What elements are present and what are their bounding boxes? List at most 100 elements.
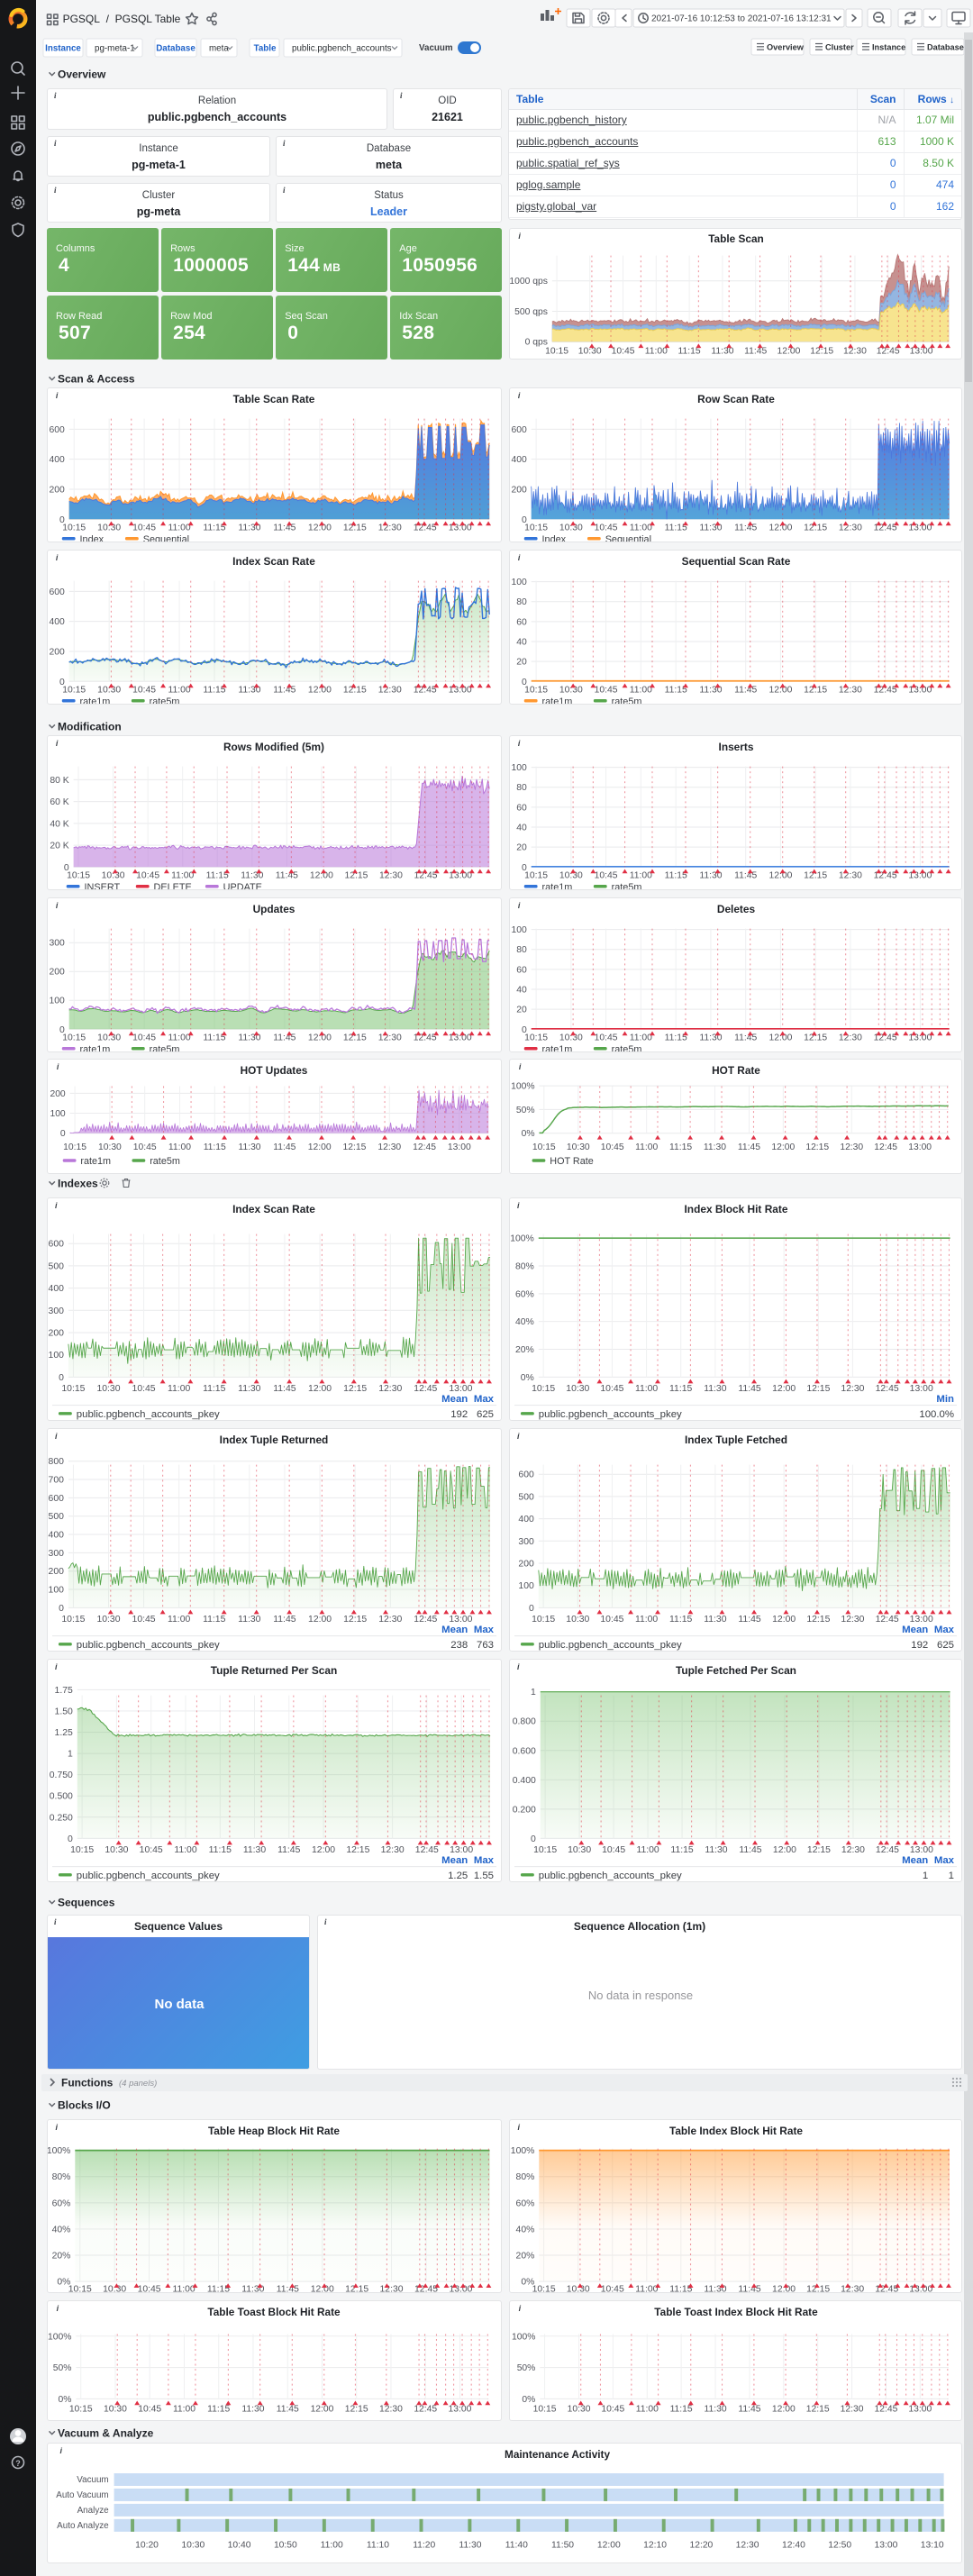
svg-text:11:00: 11:00 [630, 686, 652, 696]
svg-text:i: i [56, 739, 59, 748]
svg-text:12:00: 12:00 [308, 686, 332, 696]
svg-text:0%: 0% [521, 1373, 534, 1383]
svg-text:12:30: 12:30 [839, 871, 862, 881]
svg-text:12:30: 12:30 [379, 2405, 403, 2415]
svg-text:Index Scan Rate: Index Scan Rate [232, 555, 315, 568]
svg-text:13:00: 13:00 [449, 1033, 472, 1043]
svg-text:DELETE: DELETE [154, 882, 192, 890]
svg-text:Max: Max [474, 1394, 495, 1405]
svg-text:12:15: 12:15 [804, 1033, 827, 1043]
svg-text:12:45: 12:45 [874, 871, 897, 881]
svg-text:0: 0 [60, 1129, 66, 1139]
svg-text:400: 400 [49, 1531, 65, 1541]
svg-text:13:00: 13:00 [449, 686, 472, 696]
svg-text:Mean: Mean [902, 1625, 928, 1635]
svg-text:10:30: 10:30 [181, 2540, 205, 2550]
svg-text:0%: 0% [57, 2278, 70, 2288]
svg-text:0: 0 [59, 1604, 64, 1614]
svg-text:200: 200 [511, 485, 527, 495]
svg-text:10:15: 10:15 [532, 1615, 555, 1625]
svg-text:2021-07-16 10:12:53 to 2021-07: 2021-07-16 10:12:53 to 2021-07-16 13:12:… [651, 14, 832, 24]
svg-text:public.pgbench_accounts_pkey: public.pgbench_accounts_pkey [539, 1871, 682, 1881]
svg-text:80: 80 [516, 945, 527, 955]
svg-text:12:30: 12:30 [839, 1033, 862, 1043]
svg-text:10:30: 10:30 [103, 2285, 126, 2293]
svg-text:0 qps: 0 qps [525, 338, 548, 348]
svg-text:10:30: 10:30 [578, 347, 602, 357]
svg-text:12:00: 12:00 [772, 2285, 796, 2293]
svg-text:HOT Rate: HOT Rate [550, 1156, 593, 1167]
svg-text:1.25: 1.25 [448, 1871, 468, 1881]
svg-text:1.50: 1.50 [55, 1707, 73, 1716]
svg-text:Analyze: Analyze [77, 2506, 110, 2516]
svg-text:100: 100 [518, 1581, 534, 1591]
svg-text:12:45: 12:45 [876, 1845, 899, 1855]
svg-text:12:30: 12:30 [839, 523, 862, 533]
svg-text:11:30: 11:30 [704, 2285, 726, 2293]
svg-text:0: 0 [59, 1373, 64, 1383]
svg-text:0%: 0% [522, 1129, 535, 1139]
svg-text:12:45: 12:45 [414, 2405, 437, 2415]
svg-text:13:00: 13:00 [448, 1142, 471, 1152]
svg-text:Index: Index [80, 534, 105, 542]
svg-text:11:15: 11:15 [669, 1615, 692, 1625]
svg-text:600: 600 [49, 1494, 65, 1504]
svg-text:60: 60 [516, 617, 527, 627]
svg-text:Table Scan Rate: Table Scan Rate [233, 393, 315, 405]
svg-text:12:45: 12:45 [876, 1384, 899, 1394]
svg-text:Index Tuple Returned: Index Tuple Returned [220, 1434, 329, 1446]
svg-text:80%: 80% [52, 2172, 71, 2182]
svg-text:12:15: 12:15 [346, 1845, 369, 1855]
svg-text:1.55: 1.55 [474, 1871, 494, 1881]
svg-text:13:00: 13:00 [910, 1615, 933, 1625]
svg-text:Modification: Modification [58, 721, 122, 733]
svg-text:10:15: 10:15 [69, 2405, 93, 2415]
svg-text:11:45: 11:45 [739, 1845, 761, 1855]
svg-text:12:45: 12:45 [876, 1615, 899, 1625]
svg-text:238: 238 [450, 1640, 468, 1651]
svg-text:10:15: 10:15 [524, 686, 548, 696]
svg-text:rate1m: rate1m [80, 1156, 111, 1167]
svg-text:13:00: 13:00 [450, 1845, 473, 1855]
svg-text:11:15: 11:15 [678, 347, 701, 357]
svg-text:11:15: 11:15 [207, 2405, 230, 2415]
svg-text:11:45: 11:45 [738, 1384, 760, 1394]
svg-text:12:15: 12:15 [807, 1845, 831, 1855]
svg-text:11:40: 11:40 [505, 2540, 528, 2550]
svg-text:11:00: 11:00 [173, 2405, 196, 2415]
svg-text:600: 600 [49, 1240, 65, 1250]
svg-text:Vacuum: Vacuum [419, 43, 453, 53]
svg-text:Mean: Mean [902, 1855, 928, 1866]
svg-text:300: 300 [49, 1306, 65, 1316]
svg-text:10:45: 10:45 [601, 2405, 624, 2415]
svg-text:500: 500 [49, 1512, 65, 1522]
svg-text:0.500: 0.500 [50, 1792, 73, 1802]
svg-text:11:15: 11:15 [665, 871, 687, 881]
svg-text:11:00: 11:00 [636, 1845, 659, 1855]
svg-text:i: i [518, 901, 521, 910]
svg-text:12:30: 12:30 [841, 2405, 864, 2415]
svg-text:public.pgbench_accounts_pkey: public.pgbench_accounts_pkey [77, 1640, 220, 1651]
svg-text:11:30: 11:30 [243, 1845, 266, 1855]
svg-text:10:45: 10:45 [132, 1615, 156, 1625]
svg-text:1.75: 1.75 [55, 1686, 73, 1696]
svg-text:12:45: 12:45 [874, 686, 897, 696]
svg-text:20%: 20% [516, 2251, 535, 2261]
svg-text:11:45: 11:45 [273, 1033, 296, 1043]
svg-text:12:45: 12:45 [415, 1845, 439, 1855]
svg-text:200: 200 [49, 485, 65, 495]
svg-text:11:45: 11:45 [734, 686, 757, 696]
svg-text:12:30: 12:30 [378, 686, 402, 696]
svg-text:12:30: 12:30 [839, 686, 862, 696]
svg-text:Table Scan: Table Scan [708, 232, 764, 245]
svg-text:12:00: 12:00 [310, 871, 333, 881]
svg-text:10:15: 10:15 [532, 2285, 556, 2293]
svg-text:0: 0 [522, 678, 527, 687]
svg-text:10:40: 10:40 [228, 2540, 251, 2550]
svg-text:10:15: 10:15 [533, 1845, 557, 1855]
svg-text:13:00: 13:00 [908, 2405, 932, 2415]
svg-text:10:30: 10:30 [104, 2405, 127, 2415]
svg-text:12:00: 12:00 [308, 1615, 332, 1625]
svg-text:12:30: 12:30 [841, 1845, 865, 1855]
svg-text:100: 100 [49, 997, 65, 1006]
